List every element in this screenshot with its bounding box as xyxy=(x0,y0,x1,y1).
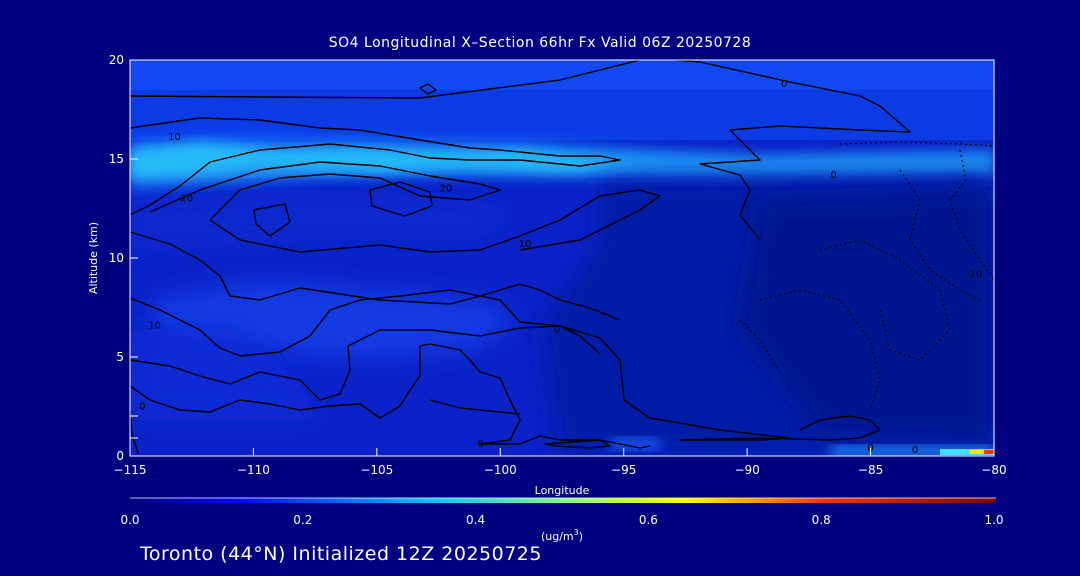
contour-label: 20 xyxy=(180,194,193,205)
x-axis-label: Longitude xyxy=(535,484,590,497)
y-tick-label: 15 xyxy=(109,152,124,166)
y-tick-label: 20 xyxy=(109,53,124,67)
contour-label: 0 xyxy=(830,170,836,181)
negative-contours xyxy=(739,141,994,411)
contour-label: 0 xyxy=(781,79,787,90)
x-tick-label: −110 xyxy=(237,463,270,477)
y-minor-ticks xyxy=(130,415,138,439)
contour-label: 0 xyxy=(912,445,918,456)
contour-label: -10 xyxy=(966,269,982,280)
x-tick-label: −85 xyxy=(858,463,883,477)
y-axis-label: Altitude (km) xyxy=(87,222,100,294)
colorbar-tick-label: 0.4 xyxy=(466,513,485,527)
x-tick-label: −90 xyxy=(734,463,759,477)
colorbar-tick-label: 1.0 xyxy=(984,513,1003,527)
x-tick-label: −105 xyxy=(360,463,393,477)
x-tick-label: −95 xyxy=(611,463,636,477)
colorbar-unit-label: (ug/m3) xyxy=(541,528,583,543)
y-tick-label: 10 xyxy=(109,251,124,265)
x-axis: −115 −110 −105 −100 −95 −90 −85 −80 xyxy=(114,448,1007,477)
contour-label: 0 xyxy=(554,324,560,335)
colorbar-tick-label: 0.8 xyxy=(812,513,831,527)
colorbar-tick-label: 0.6 xyxy=(639,513,658,527)
contour-lines xyxy=(130,60,911,455)
y-tick-label: 5 xyxy=(116,350,124,364)
contour-label: 10 xyxy=(168,132,181,143)
y-axis: 0 5 10 15 20 xyxy=(109,53,138,463)
x-tick-label: −80 xyxy=(981,463,1006,477)
colorbar-tick-label: 0.0 xyxy=(120,513,139,527)
contour-label: 10 xyxy=(519,239,532,250)
x-tick-label: −115 xyxy=(114,463,147,477)
contour-label: 0 xyxy=(477,439,483,450)
y-tick-label: 0 xyxy=(116,449,124,463)
footer-caption: Toronto (44°N) Initialized 12Z 20250725 xyxy=(140,543,542,565)
colorbar-tick-label: 0.2 xyxy=(293,513,312,527)
colorbar-ticks: 0.0 0.2 0.4 0.6 0.8 1.0 xyxy=(120,513,1003,527)
chart-title: SO4 Longitudinal X–Section 66hr Fx Valid… xyxy=(328,35,752,51)
contour-label: 10 xyxy=(148,320,161,331)
x-tick-label: −100 xyxy=(484,463,517,477)
colorbar xyxy=(130,498,996,503)
contour-label: 20 xyxy=(440,184,453,195)
contour-label: 0 xyxy=(139,402,145,413)
